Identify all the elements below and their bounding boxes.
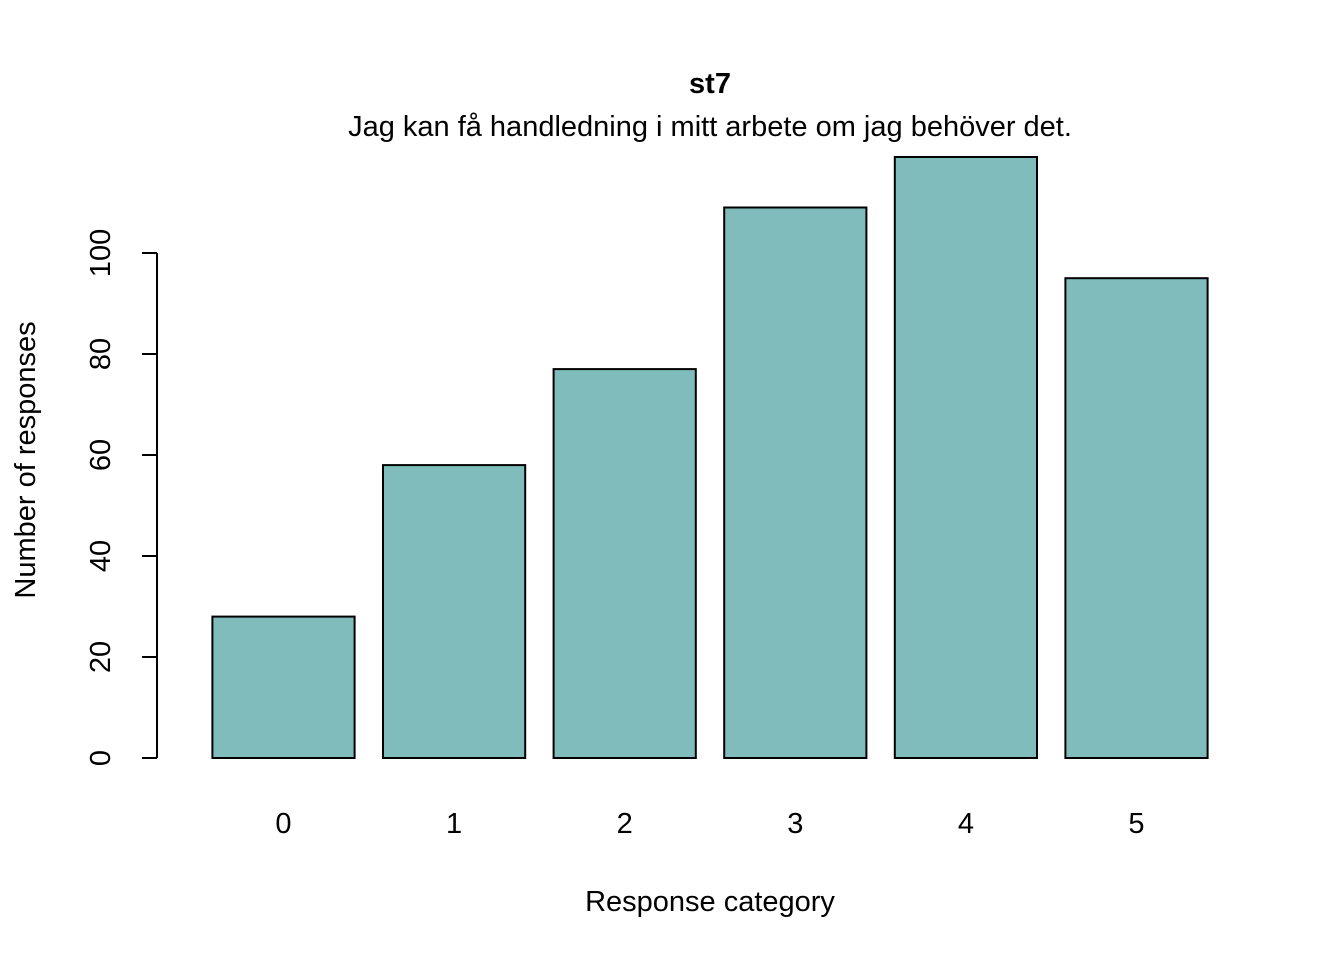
y-tick-label: 100 [85, 229, 117, 277]
y-tick-label: 40 [85, 540, 117, 572]
x-axis-label: Response category [585, 886, 835, 918]
chart-subtitle: Jag kan få handledning i mitt arbete om … [348, 111, 1072, 143]
x-tick-label: 4 [958, 808, 974, 840]
bar-2 [552, 368, 697, 759]
bar-0 [211, 615, 356, 759]
chart-title: st7 [689, 68, 731, 100]
x-tick-label: 2 [617, 808, 633, 840]
bar-4 [893, 156, 1038, 759]
x-tick-label: 0 [275, 808, 291, 840]
x-tick-label: 1 [446, 808, 462, 840]
y-tick-label: 0 [85, 750, 117, 766]
bar-5 [1064, 277, 1209, 759]
x-tick-label: 5 [1128, 808, 1144, 840]
y-tick-label: 20 [85, 641, 117, 673]
x-tick-labels: 0 1 2 3 4 5 [275, 808, 1144, 840]
bars-group [211, 156, 1209, 759]
x-tick-label: 3 [787, 808, 803, 840]
y-axis-label: Number of responses [10, 321, 42, 598]
y-tick-label: 80 [85, 338, 117, 370]
y-tick-label: 60 [85, 439, 117, 471]
bar-1 [382, 464, 527, 759]
bar-3 [723, 206, 868, 759]
y-axis: 0 20 40 60 80 100 [85, 229, 158, 766]
